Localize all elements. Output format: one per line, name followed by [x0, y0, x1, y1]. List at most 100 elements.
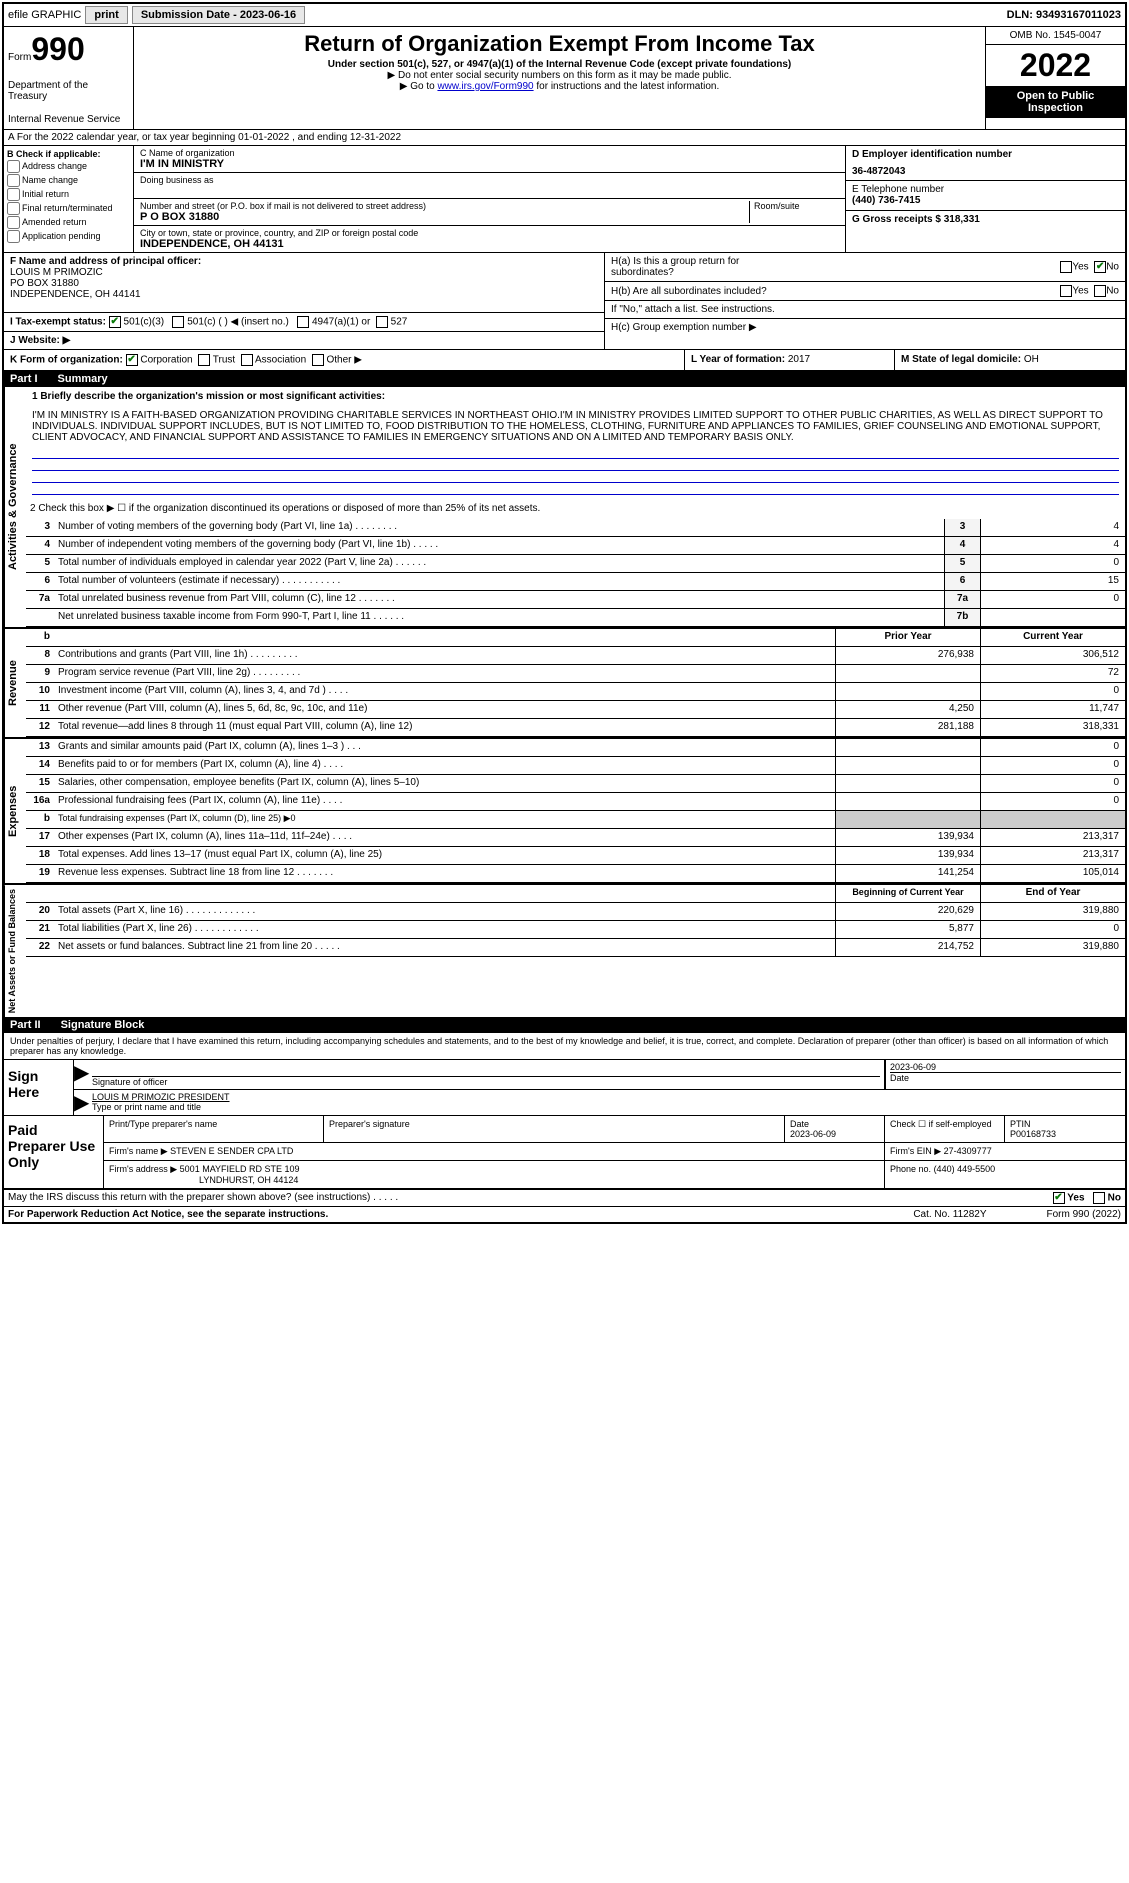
cb-hb-yes[interactable] — [1060, 285, 1072, 297]
cb-k-other[interactable] — [312, 354, 324, 366]
hc-label: H(c) Group exemption number ▶ — [605, 319, 1125, 336]
l21-prior: 5,877 — [835, 921, 980, 938]
year-block: OMB No. 1545-0047 2022 Open to Public In… — [985, 27, 1125, 129]
l8-prior: 276,938 — [835, 647, 980, 664]
prior-year-hdr: Prior Year — [835, 629, 980, 646]
cb-hb-no[interactable] — [1094, 285, 1106, 297]
d-ein-label: D Employer identification number — [852, 149, 1119, 160]
firm-addr-val2: LYNDHURST, OH 44124 — [109, 1175, 879, 1185]
firm-ein-label: Firm's EIN ▶ — [890, 1146, 941, 1156]
line-a-period: A For the 2022 calendar year, or tax yea… — [4, 130, 1125, 146]
cb-4947[interactable] — [297, 316, 309, 328]
c-name-label: C Name of organization — [140, 148, 839, 158]
dba-label: Doing business as — [140, 175, 839, 185]
blank-line — [32, 471, 1119, 483]
blank-line — [32, 447, 1119, 459]
j-website-label: J Website: ▶ — [10, 335, 70, 346]
l16a-curr: 0 — [980, 793, 1125, 810]
l14-prior — [835, 757, 980, 774]
line2: 2 Check this box ▶ ☐ if the organization… — [26, 501, 1125, 519]
box-b-label: B Check if applicable: — [7, 149, 130, 159]
l8-curr: 306,512 — [980, 647, 1125, 664]
cb-app-pending[interactable]: Application pending — [7, 230, 130, 243]
l11-curr: 11,747 — [980, 701, 1125, 718]
cb-address-change[interactable]: Address change — [7, 160, 130, 173]
cb-501c3[interactable] — [109, 316, 121, 328]
cb-name-change[interactable]: Name change — [7, 174, 130, 187]
cb-527[interactable] — [376, 316, 388, 328]
goto-line: ▶ Go to www.irs.gov/Form990 for instruct… — [142, 81, 977, 92]
hb-note: If "No," attach a list. See instructions… — [605, 301, 1125, 319]
firm-name-label: Firm's name ▶ — [109, 1146, 168, 1156]
l16a-prior — [835, 793, 980, 810]
g-gross-label: G Gross receipts $ — [852, 214, 941, 225]
l11-prior: 4,250 — [835, 701, 980, 718]
f-addr1: PO BOX 31880 — [10, 278, 598, 289]
dept-treasury: Department of the Treasury — [8, 80, 129, 102]
prep-date-label: Date — [790, 1119, 879, 1129]
pra-notice: For Paperwork Reduction Act Notice, see … — [8, 1209, 328, 1220]
line1-label: 1 Briefly describe the organization's mi… — [26, 387, 1125, 406]
cb-discuss-yes[interactable] — [1053, 1192, 1065, 1204]
l13-prior — [835, 739, 980, 756]
f-name: LOUIS M PRIMOZIC — [10, 267, 598, 278]
side-activities: Activities & Governance — [4, 387, 26, 627]
submission-date-button[interactable]: Submission Date - 2023-06-16 — [132, 6, 305, 24]
cb-final-return[interactable]: Final return/terminated — [7, 202, 130, 215]
cb-k-assoc[interactable] — [241, 354, 253, 366]
irs-link[interactable]: www.irs.gov/Form990 — [437, 81, 533, 92]
l12-prior: 281,188 — [835, 719, 980, 736]
prep-sig-label: Preparer's signature — [329, 1119, 779, 1129]
form-footer: Form 990 (2022) — [1047, 1209, 1121, 1220]
l10-prior — [835, 683, 980, 700]
f-label: F Name and address of principal officer: — [10, 256, 598, 267]
print-button[interactable]: print — [85, 6, 127, 24]
cb-discuss-no[interactable] — [1093, 1192, 1105, 1204]
cb-ha-no[interactable] — [1094, 261, 1106, 273]
g-gross-value: 318,331 — [944, 214, 980, 225]
firm-name-val: STEVEN E SENDER CPA LTD — [170, 1146, 293, 1156]
cb-k-corp[interactable] — [126, 354, 138, 366]
firm-addr-label: Firm's address ▶ — [109, 1164, 177, 1174]
l14-curr: 0 — [980, 757, 1125, 774]
m-label: M State of legal domicile: — [901, 354, 1021, 365]
l18-prior: 139,934 — [835, 847, 980, 864]
l10-curr: 0 — [980, 683, 1125, 700]
end-year-hdr: End of Year — [980, 885, 1125, 902]
open-public-badge: Open to Public Inspection — [986, 86, 1125, 118]
side-expenses: Expenses — [4, 739, 26, 883]
k-label: K Form of organization: — [10, 355, 123, 366]
l15-curr: 0 — [980, 775, 1125, 792]
street-label: Number and street (or P.O. box if mail i… — [140, 201, 749, 211]
l6-val: 15 — [980, 573, 1125, 590]
blank-line — [32, 459, 1119, 471]
form-word: Form — [8, 52, 31, 63]
ha-label2: subordinates? — [611, 267, 1060, 278]
form-id-block: Form990 Department of the Treasury Inter… — [4, 27, 134, 129]
prep-date-val: 2023-06-09 — [790, 1129, 879, 1139]
dln-label: DLN: 93493167011023 — [1007, 9, 1121, 21]
firm-addr-val: 5001 MAYFIELD RD STE 109 — [180, 1164, 300, 1174]
l22-curr: 319,880 — [980, 939, 1125, 956]
sig-date-val: 2023-06-09 — [890, 1062, 1121, 1072]
l22-prior: 214,752 — [835, 939, 980, 956]
self-emp-label: Check ☐ if self-employed — [885, 1116, 1005, 1142]
hb-label: H(b) Are all subordinates included? — [611, 286, 1060, 297]
discuss-question: May the IRS discuss this return with the… — [8, 1192, 398, 1204]
cb-initial-return[interactable]: Initial return — [7, 188, 130, 201]
l21-curr: 0 — [980, 921, 1125, 938]
l7b-val — [980, 609, 1125, 626]
firm-ein-val: 27-4309777 — [944, 1146, 992, 1156]
irs-label: Internal Revenue Service — [8, 114, 129, 125]
cb-k-trust[interactable] — [198, 354, 210, 366]
c-name-value: I'M IN MINISTRY — [140, 158, 839, 170]
ptin-val: P00168733 — [1010, 1129, 1120, 1139]
l20-prior: 220,629 — [835, 903, 980, 920]
cb-amended[interactable]: Amended return — [7, 216, 130, 229]
l13-curr: 0 — [980, 739, 1125, 756]
cb-501c[interactable] — [172, 316, 184, 328]
e-phone-label: E Telephone number — [852, 184, 1119, 195]
l17-curr: 213,317 — [980, 829, 1125, 846]
form-title: Return of Organization Exempt From Incom… — [142, 31, 977, 57]
cb-ha-yes[interactable] — [1060, 261, 1072, 273]
